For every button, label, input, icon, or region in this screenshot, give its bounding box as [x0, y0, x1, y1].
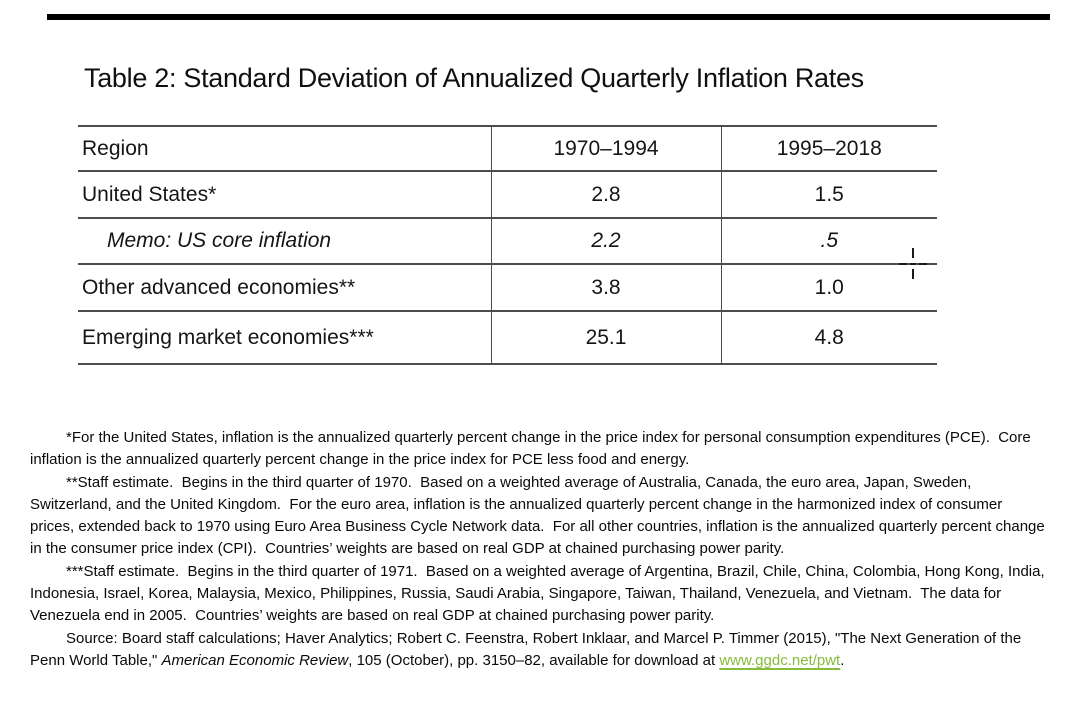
value-cell: 25.1	[490, 310, 721, 365]
value-cell: 3.8	[490, 263, 721, 312]
value-cell: 2.2	[490, 217, 721, 265]
region-cell: Other advanced economies**	[78, 263, 491, 312]
source-text: Source: Board staff calculations; Haver …	[30, 629, 1026, 669]
column-header-1995-2018: 1995–2018	[720, 125, 937, 172]
footnote-source: Source: Board staff calculations; Haver …	[30, 628, 1047, 673]
journal-title: American Economic Review	[161, 651, 349, 669]
region-cell: United States*	[78, 170, 491, 219]
value-cell: 1.5	[720, 170, 937, 219]
column-header-1970-1994: 1970–1994	[490, 125, 721, 172]
table-row-united-states: United States* 2.8 1.5	[78, 170, 937, 219]
footnote-advanced-economies: **Staff estimate. Begins in the third qu…	[30, 473, 1049, 558]
source-text-period: .	[840, 651, 845, 669]
column-header-region: Region	[78, 125, 491, 172]
source-text: , 105 (October), pp. 3150–82, available …	[348, 651, 720, 669]
region-cell: Emerging market economies***	[78, 310, 491, 365]
footnotes-block: *For the United States, inflation is the…	[30, 427, 1047, 672]
value-cell: 2.8	[490, 170, 721, 219]
value-cell: .5	[720, 217, 937, 265]
table-row-other-advanced: Other advanced economies** 3.8 1.0	[78, 263, 937, 312]
value-cell: 4.8	[720, 310, 937, 365]
table-row-us-core-inflation: Memo: US core inflation 2.2 .5	[78, 217, 937, 265]
region-cell: Memo: US core inflation	[78, 217, 491, 265]
footnote-emerging-markets: ***Staff estimate. Begins in the third q…	[30, 562, 1049, 625]
value-cell: 1.0	[720, 263, 937, 312]
table-header-row: Region 1970–1994 1995–2018	[78, 125, 937, 172]
pwt-link[interactable]: www.ggdc.net/pwt	[719, 651, 841, 669]
top-divider-rule	[47, 14, 1050, 20]
footnote-pce: *For the United States, inflation is the…	[30, 429, 1035, 469]
inflation-table: Region 1970–1994 1995–2018 United States…	[78, 125, 937, 365]
table-row-emerging-markets: Emerging market economies*** 25.1 4.8	[78, 310, 937, 365]
table-title: Table 2: Standard Deviation of Annualize…	[84, 63, 864, 93]
